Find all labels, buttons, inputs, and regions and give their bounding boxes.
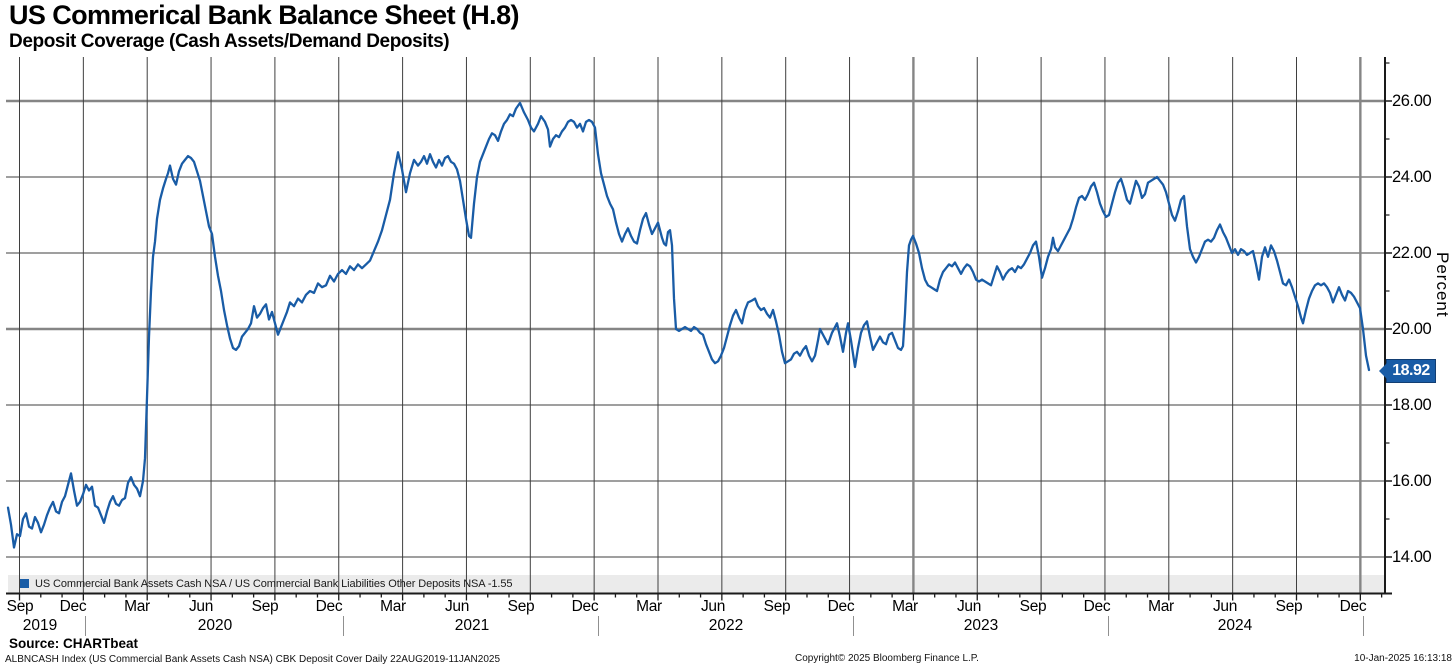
legend-swatch-icon <box>20 579 29 588</box>
x-year-label: 2022 <box>708 617 744 634</box>
x-year-label: 2021 <box>454 617 490 634</box>
legend: US Commercial Bank Assets Cash NSA / US … <box>8 575 1385 592</box>
year-separator <box>85 616 86 636</box>
source-line: Source: CHARTbeat <box>9 636 139 651</box>
x-month-label: Sep <box>507 598 535 615</box>
y-tick-label: 16.00 <box>1392 472 1432 490</box>
x-month-label: Dec <box>1083 598 1111 615</box>
legend-label: US Commercial Bank Assets Cash NSA / US … <box>35 577 513 590</box>
x-month-label: Mar <box>892 598 918 615</box>
x-month-label: Dec <box>1339 598 1367 615</box>
x-month-label: Jun <box>1212 598 1238 615</box>
index-descriptor: ALBNCASH Index (US Commercial Bank Asset… <box>5 654 501 665</box>
x-month-label: Sep <box>6 598 34 615</box>
x-month-label: Sep <box>1019 598 1047 615</box>
y-tick-label: 24.00 <box>1392 168 1432 186</box>
x-year-label: 2024 <box>1217 617 1253 634</box>
last-value-badge: 18.92 <box>1379 359 1436 383</box>
y-axis-title: Percent <box>1433 252 1452 318</box>
year-separator <box>853 616 854 636</box>
x-month-label: Mar <box>1148 598 1174 615</box>
x-month-label: Mar <box>380 598 406 615</box>
year-separator <box>1108 616 1109 636</box>
copyright-notice: Copyright© 2025 Bloomberg Finance L.P. <box>795 653 979 664</box>
series-line <box>6 101 1371 549</box>
x-month-label: Sep <box>1275 598 1303 615</box>
chart-title: US Commerical Bank Balance Sheet (H.8) <box>9 0 519 30</box>
timestamp: 10-Jan-2025 16:13:18 <box>1354 653 1452 664</box>
x-month-label: Jun <box>956 598 982 615</box>
y-tick-label: 18.00 <box>1392 396 1432 414</box>
x-month-label: Dec <box>59 598 87 615</box>
y-tick-label: 26.00 <box>1392 92 1432 110</box>
x-year-label: 2019 <box>22 617 58 634</box>
x-month-label: Dec <box>315 598 343 615</box>
x-year-label: 2023 <box>963 617 999 634</box>
x-month-label: Dec <box>571 598 599 615</box>
x-month-label: Jun <box>700 598 726 615</box>
year-separator <box>343 616 344 636</box>
x-year-label: 2020 <box>197 617 233 634</box>
year-separator <box>598 616 599 636</box>
x-month-label: Sep <box>251 598 279 615</box>
x-month-label: Jun <box>188 598 214 615</box>
year-separator <box>1363 616 1364 636</box>
x-month-label: Sep <box>763 598 791 615</box>
chart-subtitle: Deposit Coverage (Cash Assets/Demand Dep… <box>9 31 450 52</box>
y-tick-label: 22.00 <box>1392 244 1432 262</box>
y-tick-label: 14.00 <box>1392 548 1432 566</box>
x-month-label: Dec <box>827 598 855 615</box>
x-month-label: Jun <box>444 598 470 615</box>
x-month-label: Mar <box>124 598 150 615</box>
x-month-label: Mar <box>636 598 662 615</box>
y-tick-label: 20.00 <box>1392 320 1432 338</box>
